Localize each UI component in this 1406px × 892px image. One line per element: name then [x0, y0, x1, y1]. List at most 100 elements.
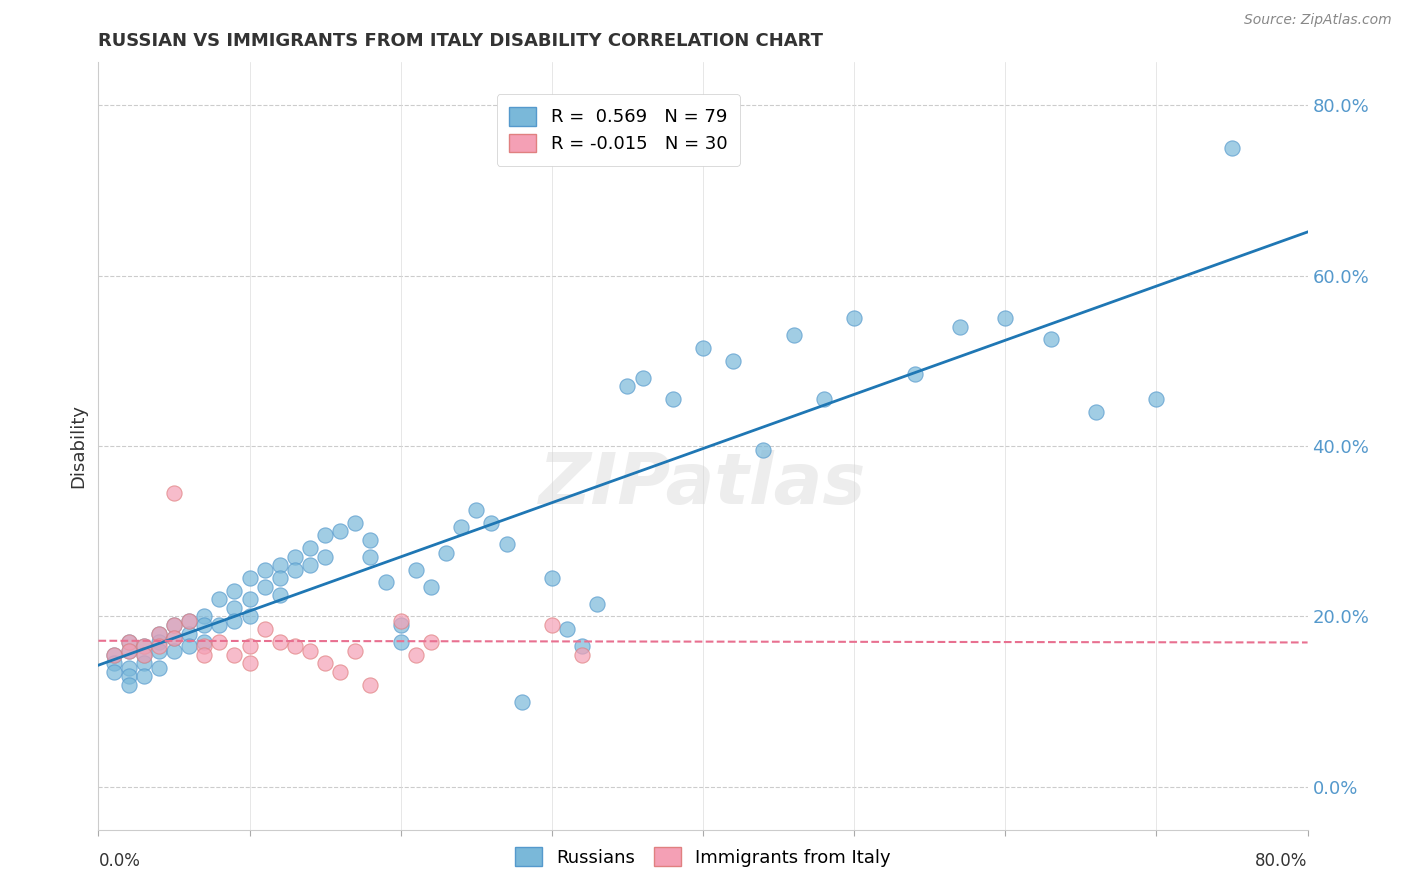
- Russians: [132, 640, 155, 654]
- Immigrants from Italy: [163, 486, 186, 500]
- Immigrants from Italy: [208, 635, 231, 649]
- Russians: [224, 583, 246, 598]
- Immigrants from Italy: [360, 678, 382, 692]
- Russians: [540, 571, 562, 585]
- Russians: [314, 549, 336, 564]
- Russians: [239, 609, 262, 624]
- Russians: [555, 622, 578, 636]
- Russians: [193, 618, 215, 632]
- Russians: [163, 643, 186, 657]
- Russians: [132, 657, 155, 671]
- Russians: [481, 516, 503, 530]
- Immigrants from Italy: [179, 614, 201, 628]
- Immigrants from Italy: [571, 648, 593, 662]
- Russians: [224, 614, 246, 628]
- Immigrants from Italy: [344, 643, 367, 657]
- Immigrants from Italy: [329, 665, 352, 679]
- Immigrants from Italy: [163, 618, 186, 632]
- Russians: [193, 609, 215, 624]
- Russians: [193, 635, 215, 649]
- Russians: [148, 626, 170, 640]
- Russians: [752, 443, 775, 458]
- Immigrants from Italy: [132, 648, 155, 662]
- Legend: Russians, Immigrants from Italy: Russians, Immigrants from Italy: [508, 840, 898, 874]
- Russians: [1085, 405, 1108, 419]
- Immigrants from Italy: [103, 648, 125, 662]
- Russians: [299, 541, 322, 556]
- Russians: [1144, 392, 1167, 406]
- Immigrants from Italy: [269, 635, 291, 649]
- Russians: [132, 669, 155, 683]
- Russians: [239, 571, 262, 585]
- Russians: [103, 657, 125, 671]
- Immigrants from Italy: [193, 648, 215, 662]
- Text: Source: ZipAtlas.com: Source: ZipAtlas.com: [1244, 13, 1392, 28]
- Immigrants from Italy: [224, 648, 246, 662]
- Russians: [284, 549, 307, 564]
- Russians: [495, 537, 517, 551]
- Russians: [163, 618, 186, 632]
- Russians: [813, 392, 835, 406]
- Immigrants from Italy: [118, 643, 141, 657]
- Russians: [389, 618, 412, 632]
- Russians: [148, 660, 170, 674]
- Immigrants from Italy: [253, 622, 276, 636]
- Russians: [434, 545, 457, 559]
- Russians: [118, 643, 141, 657]
- Russians: [616, 379, 638, 393]
- Russians: [374, 575, 396, 590]
- Russians: [118, 678, 141, 692]
- Text: 80.0%: 80.0%: [1256, 852, 1308, 870]
- Immigrants from Italy: [148, 626, 170, 640]
- Russians: [118, 635, 141, 649]
- Russians: [586, 597, 609, 611]
- Text: ZIPatlas: ZIPatlas: [540, 450, 866, 519]
- Russians: [103, 665, 125, 679]
- Russians: [420, 580, 443, 594]
- Russians: [284, 563, 307, 577]
- Russians: [1220, 141, 1243, 155]
- Russians: [1039, 333, 1062, 347]
- Text: RUSSIAN VS IMMIGRANTS FROM ITALY DISABILITY CORRELATION CHART: RUSSIAN VS IMMIGRANTS FROM ITALY DISABIL…: [98, 32, 824, 50]
- Russians: [450, 520, 472, 534]
- Immigrants from Italy: [540, 618, 562, 632]
- Russians: [783, 328, 806, 343]
- Russians: [360, 533, 382, 547]
- Russians: [299, 558, 322, 573]
- Russians: [118, 660, 141, 674]
- Immigrants from Italy: [132, 640, 155, 654]
- Russians: [148, 643, 170, 657]
- Russians: [179, 640, 201, 654]
- Legend: R =  0.569   N = 79, R = -0.015   N = 30: R = 0.569 N = 79, R = -0.015 N = 30: [496, 95, 740, 166]
- Russians: [389, 635, 412, 649]
- Russians: [949, 319, 972, 334]
- Russians: [269, 571, 291, 585]
- Text: 0.0%: 0.0%: [98, 852, 141, 870]
- Immigrants from Italy: [405, 648, 427, 662]
- Russians: [510, 695, 533, 709]
- Russians: [208, 592, 231, 607]
- Immigrants from Italy: [314, 657, 336, 671]
- Immigrants from Italy: [239, 657, 262, 671]
- Immigrants from Italy: [148, 640, 170, 654]
- Russians: [179, 626, 201, 640]
- Immigrants from Italy: [163, 631, 186, 645]
- Russians: [239, 592, 262, 607]
- Russians: [314, 528, 336, 542]
- Russians: [224, 601, 246, 615]
- Russians: [103, 648, 125, 662]
- Russians: [360, 549, 382, 564]
- Russians: [253, 580, 276, 594]
- Immigrants from Italy: [299, 643, 322, 657]
- Russians: [329, 524, 352, 539]
- Russians: [132, 648, 155, 662]
- Russians: [631, 371, 654, 385]
- Russians: [148, 635, 170, 649]
- Russians: [844, 311, 866, 326]
- Russians: [344, 516, 367, 530]
- Y-axis label: Disability: Disability: [69, 404, 87, 488]
- Russians: [118, 669, 141, 683]
- Russians: [723, 353, 745, 368]
- Russians: [253, 563, 276, 577]
- Russians: [269, 558, 291, 573]
